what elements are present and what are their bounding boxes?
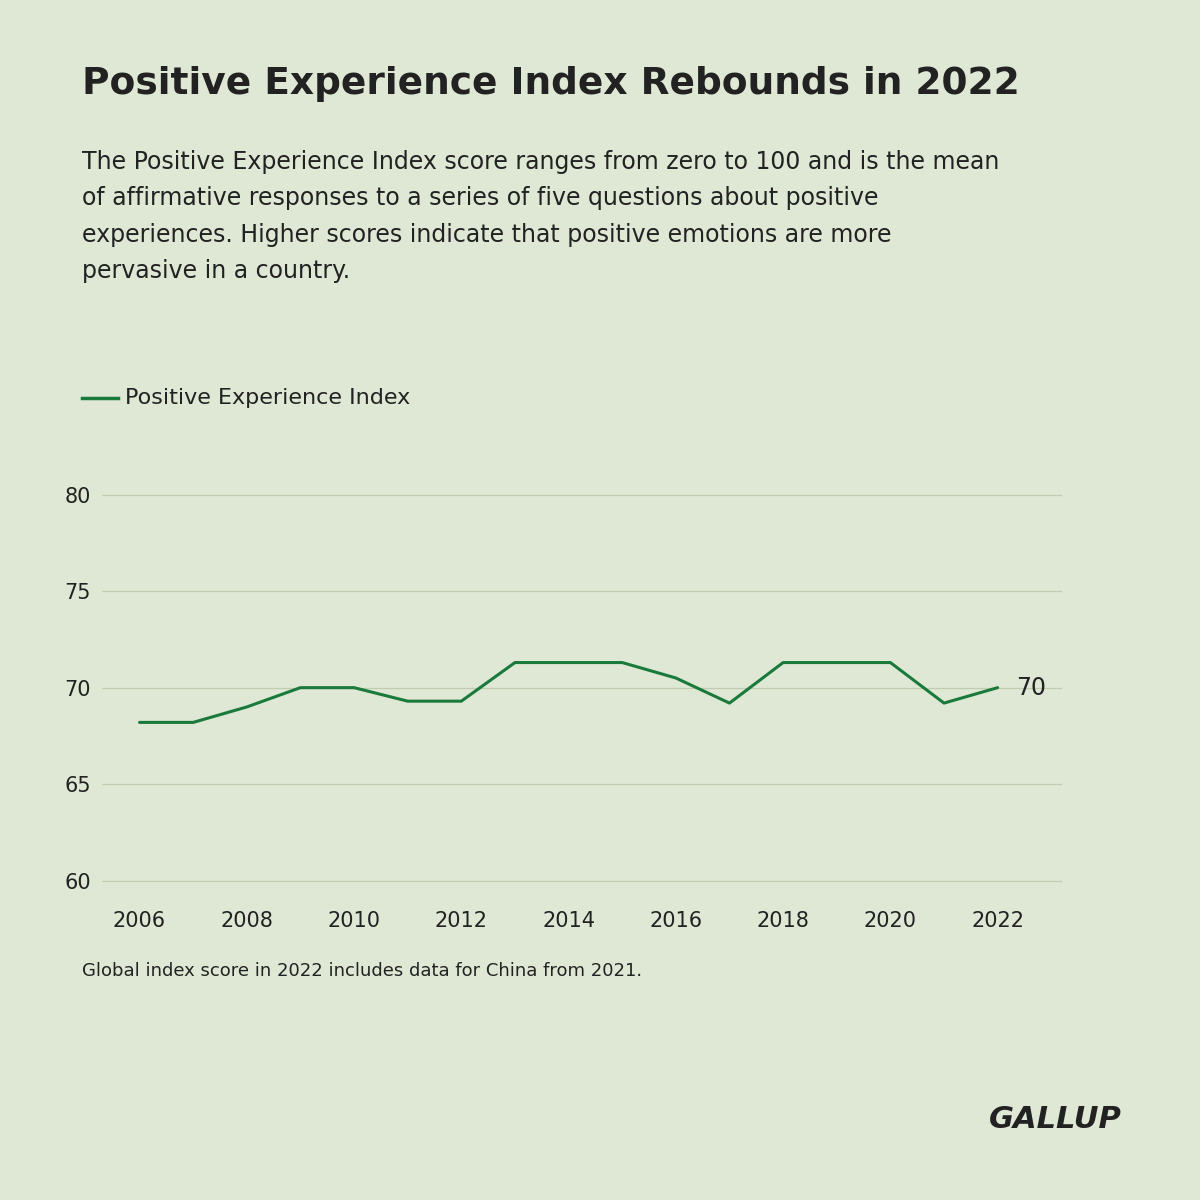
Text: Positive Experience Index: Positive Experience Index: [125, 389, 410, 408]
Text: Global index score in 2022 includes data for China from 2021.: Global index score in 2022 includes data…: [82, 962, 642, 980]
Text: The Positive Experience Index score ranges from zero to 100 and is the mean
of a: The Positive Experience Index score rang…: [82, 150, 998, 283]
Text: 70: 70: [1016, 676, 1046, 700]
Text: GALLUP: GALLUP: [989, 1105, 1122, 1134]
Text: Positive Experience Index Rebounds in 2022: Positive Experience Index Rebounds in 20…: [82, 66, 1019, 102]
